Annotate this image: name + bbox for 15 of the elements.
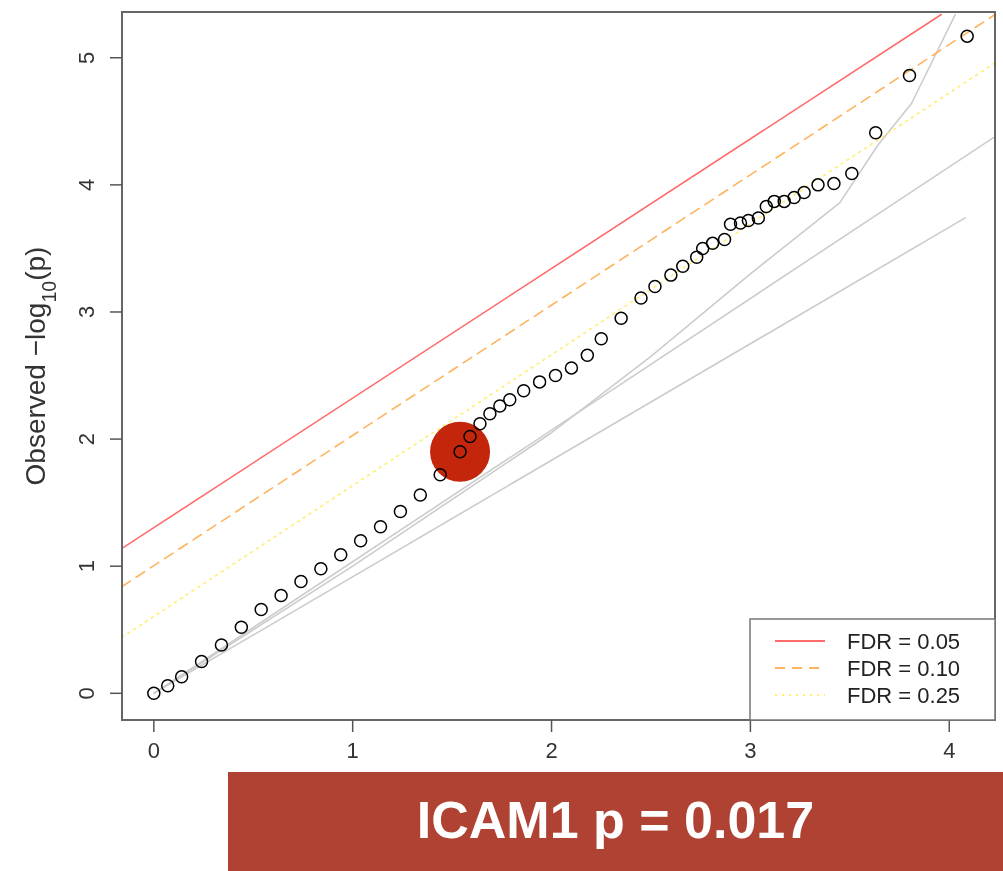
y-tick-label: 2 (74, 432, 99, 446)
y-tick-label: 1 (74, 560, 99, 573)
legend-label: FDR = 0.10 (847, 655, 961, 681)
x-tick-label: 4 (943, 738, 956, 763)
y-tick-label: 5 (74, 51, 99, 64)
x-tick-label: 0 (147, 738, 160, 763)
legend-label: FDR = 0.25 (847, 682, 961, 708)
text: ICAM1 p = 0.017 (416, 791, 815, 849)
x-tick-label: 2 (545, 738, 558, 763)
legend-label: FDR = 0.05 (847, 628, 961, 654)
y-tick-label: 4 (74, 178, 99, 191)
y-tick-label: 3 (74, 305, 99, 319)
x-tick-label: 3 (744, 738, 757, 763)
x-tick-label: 1 (346, 738, 359, 763)
y-tick-label: 0 (74, 687, 99, 700)
